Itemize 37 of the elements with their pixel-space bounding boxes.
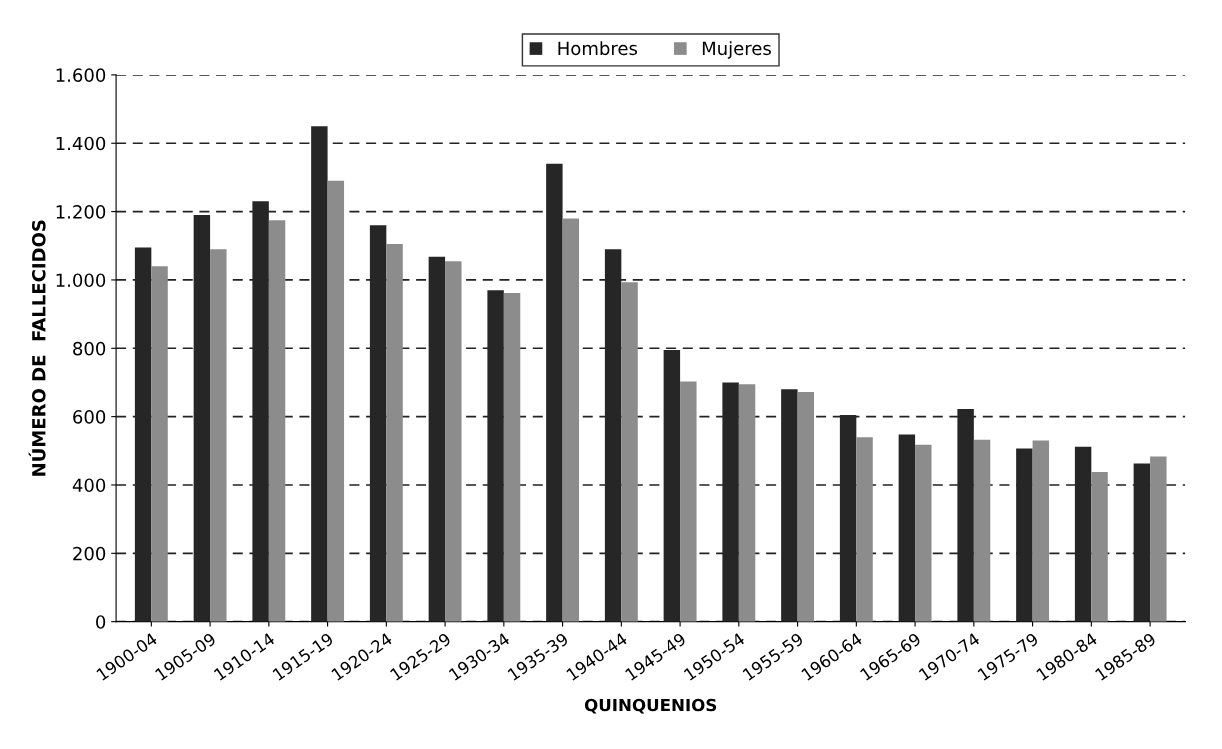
bar bbox=[151, 266, 168, 622]
bar bbox=[856, 437, 873, 622]
y-tick-label: 1.600 bbox=[56, 68, 106, 83]
y-tick-label: 1.400 bbox=[56, 136, 106, 151]
bar bbox=[621, 282, 638, 622]
y-tick-label: 0 bbox=[96, 615, 106, 629]
bar bbox=[445, 261, 462, 622]
bar bbox=[1032, 440, 1050, 622]
y-tick-label: 1.000 bbox=[56, 273, 106, 288]
legend-label: Hombres bbox=[558, 41, 638, 56]
bar bbox=[268, 220, 286, 622]
y-axis-title: NÚMERO DE FALLECIDOS bbox=[28, 220, 46, 476]
x-axis-title: QUINQUENIOS bbox=[584, 698, 717, 714]
bar bbox=[797, 392, 815, 622]
bar bbox=[386, 244, 403, 622]
y-tick-label: 200 bbox=[73, 546, 106, 561]
bar bbox=[781, 389, 798, 622]
bar bbox=[210, 249, 227, 622]
bar bbox=[973, 439, 991, 622]
bar bbox=[503, 292, 521, 622]
y-tick-label: 400 bbox=[72, 478, 106, 493]
y-tick-label: 1.200 bbox=[56, 205, 106, 219]
bar bbox=[738, 384, 756, 622]
y-tick-label: 600 bbox=[73, 410, 106, 424]
bar bbox=[915, 444, 932, 622]
bar bbox=[898, 434, 916, 622]
legend-label: Mujeres bbox=[702, 41, 771, 59]
bar bbox=[562, 218, 580, 622]
bar bbox=[546, 163, 563, 622]
y-tick-label: 800 bbox=[73, 341, 106, 356]
bar bbox=[680, 381, 697, 622]
bar bbox=[1016, 448, 1033, 622]
bar bbox=[1150, 456, 1167, 622]
bar bbox=[428, 256, 446, 622]
bar bbox=[327, 180, 345, 622]
bar bbox=[311, 126, 328, 622]
bar bbox=[1091, 471, 1108, 622]
